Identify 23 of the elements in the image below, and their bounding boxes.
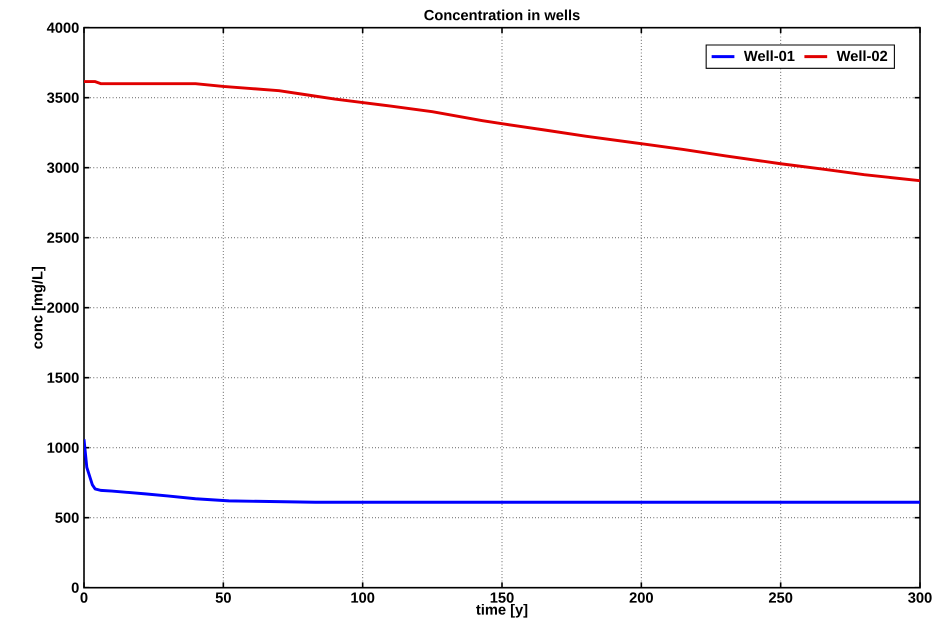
x-tick-label: 50 xyxy=(216,592,231,603)
x-tick-label: 200 xyxy=(630,592,653,603)
y-tick-label: 500 xyxy=(55,512,79,523)
line-series xyxy=(84,80,920,182)
y-tick-label: 2000 xyxy=(47,302,79,313)
x-tick-label: 150 xyxy=(490,592,514,603)
y-tick-label: 0 xyxy=(72,582,79,593)
chart-title: Concentration in wells xyxy=(424,10,580,20)
y-tick-label: 3500 xyxy=(47,92,79,103)
x-tick-label: 300 xyxy=(908,592,932,603)
x-tick-label: 0 xyxy=(80,592,88,603)
y-tick-label: 4000 xyxy=(46,22,79,33)
x-tick-label: 250 xyxy=(768,592,792,603)
x-axis-title: time [y] xyxy=(476,604,528,618)
legend-label: Well-01 xyxy=(744,50,795,62)
y-tick-label: 1000 xyxy=(48,442,79,453)
y-tick-label: 2500 xyxy=(47,232,79,243)
x-tick-label: 100 xyxy=(351,592,374,603)
line-series xyxy=(84,438,920,504)
legend-label: Well-02 xyxy=(836,50,888,62)
y-axis-title: conc [mg/L] xyxy=(32,266,46,349)
y-tick-label: 1500 xyxy=(48,372,79,383)
y-tick-label: 3000 xyxy=(47,162,79,173)
